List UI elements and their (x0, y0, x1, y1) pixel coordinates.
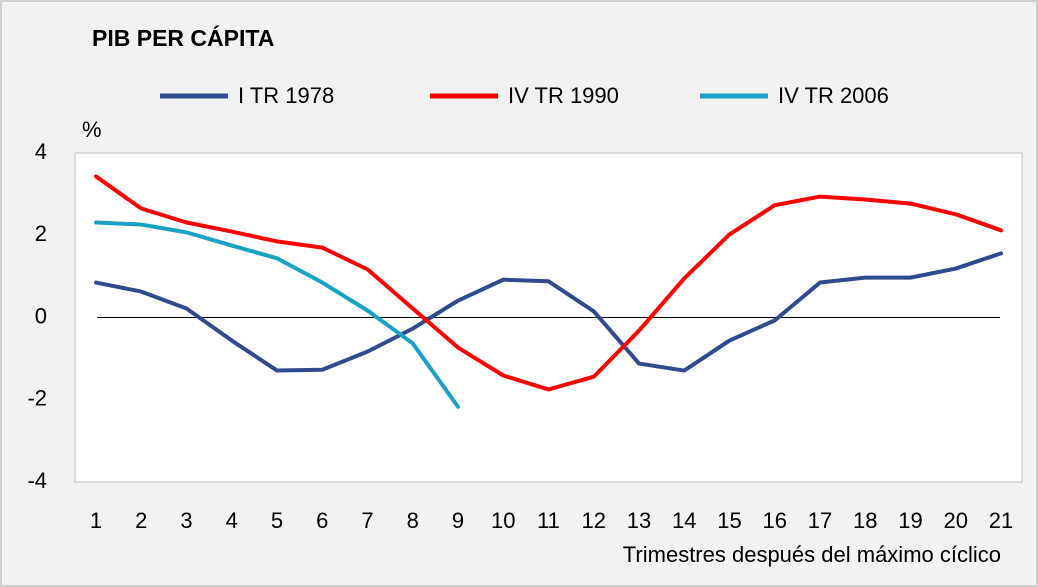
series-line (94, 251, 1003, 373)
x-tick-label: 15 (717, 508, 741, 533)
legend-label: IV TR 2006 (778, 83, 889, 108)
x-tick-label: 10 (491, 508, 515, 533)
y-tick-label: 0 (35, 303, 47, 328)
series-line (94, 220, 460, 409)
y-tick-label: -2 (27, 386, 47, 411)
series-line (94, 174, 1003, 392)
y-tick-label: 2 (35, 221, 47, 246)
legend-label: IV TR 1990 (508, 83, 619, 108)
x-tick-label: 20 (944, 508, 968, 533)
x-tick-label: 7 (361, 508, 373, 533)
y-tick-label: 4 (35, 139, 47, 164)
y-axis-label: % (82, 117, 102, 142)
y-tick-label: -4 (27, 468, 47, 493)
x-tick-label: 9 (452, 508, 464, 533)
x-tick-label: 6 (316, 508, 328, 533)
x-tick-label: 13 (627, 508, 651, 533)
legend-label: I TR 1978 (238, 83, 334, 108)
x-tick-label: 18 (853, 508, 877, 533)
x-tick-label: 16 (763, 508, 787, 533)
x-tick-label: 5 (271, 508, 283, 533)
x-tick-label: 12 (582, 508, 606, 533)
x-tick-label: 21 (989, 508, 1013, 533)
x-axis-label: Trimestres después del máximo cíclico (623, 542, 1001, 567)
x-tick-label: 4 (226, 508, 238, 533)
x-tick-label: 8 (407, 508, 419, 533)
x-tick-label: 11 (537, 508, 560, 533)
x-tick-label: 19 (898, 508, 922, 533)
x-tick-label: 1 (90, 508, 102, 533)
x-tick-label: 17 (808, 508, 832, 533)
x-tick-label: 14 (672, 508, 696, 533)
x-tick-label: 2 (135, 508, 147, 533)
chart-title: PIB PER CÁPITA (92, 24, 274, 51)
x-tick-label: 3 (180, 508, 192, 533)
